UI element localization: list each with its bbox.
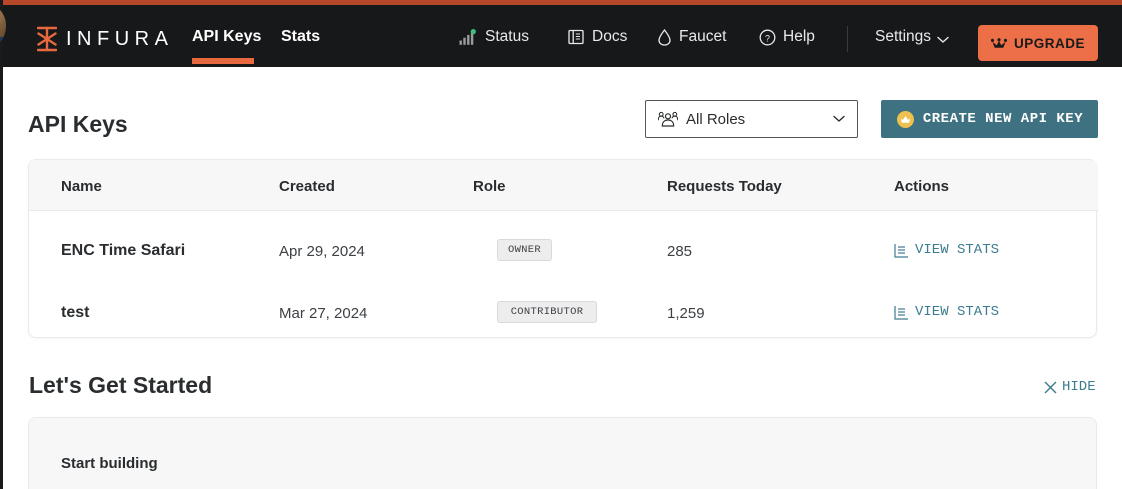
svg-text:?: ?: [765, 33, 770, 43]
